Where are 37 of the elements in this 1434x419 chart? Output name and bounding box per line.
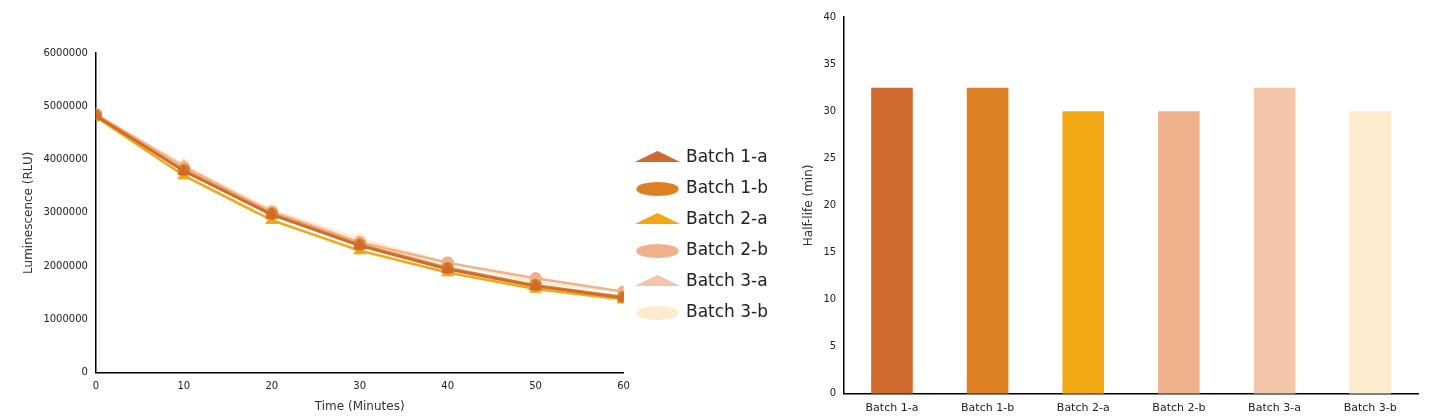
- x-tick-label: Batch 2-a: [1056, 401, 1110, 415]
- y-axis-title: Half-life (min): [801, 164, 816, 247]
- y-tick-label: 20: [823, 198, 837, 210]
- y-tick-label: 10: [823, 293, 837, 305]
- y-tick-label: 0: [81, 366, 88, 378]
- y-tick-label: 1000000: [43, 312, 88, 324]
- y-tick-label: 4000000: [43, 153, 88, 165]
- y-tick-label: 3000000: [43, 206, 88, 218]
- y-tick-label: 15: [823, 246, 837, 258]
- legend-label: Batch 3-b: [685, 301, 768, 322]
- x-tick-label: 10: [177, 380, 191, 392]
- y-tick-label: 5: [829, 340, 837, 352]
- x-tick-label: 50: [529, 380, 542, 392]
- x-tick-label: Batch 1-a: [865, 401, 919, 415]
- y-tick-label: 25: [823, 151, 837, 163]
- legend-label: Batch 1-b: [685, 177, 768, 198]
- legend-label: Batch 1-a: [685, 146, 768, 167]
- x-axis-title: Time (Minutes): [313, 398, 405, 413]
- legend-label: Batch 3-a: [685, 270, 768, 291]
- x-tick-label: 40: [441, 380, 454, 392]
- x-tick-label: Batch 3-a: [1248, 401, 1301, 415]
- x-tick-label: 20: [265, 380, 279, 392]
- legend-label: Batch 2-b: [685, 239, 768, 260]
- y-tick-label: 5000000: [43, 99, 88, 111]
- x-tick-label: 0: [92, 380, 100, 392]
- y-axis-title: Luminescence (RLU): [21, 151, 36, 274]
- y-tick-label: 2000000: [43, 259, 88, 271]
- x-tick-label: 30: [353, 380, 367, 392]
- y-tick-label: 35: [823, 57, 837, 69]
- x-tick-label: Batch 2-b: [1152, 401, 1206, 415]
- legend-label: Batch 2-a: [685, 208, 768, 229]
- y-tick-label: 30: [823, 104, 837, 116]
- x-tick-label: 60: [617, 380, 630, 392]
- y-tick-label: 40: [823, 10, 837, 22]
- x-tick-label: Batch 1-b: [961, 401, 1015, 415]
- x-tick-label: Batch 3-b: [1343, 401, 1397, 415]
- y-tick-label: 6000000: [43, 46, 88, 58]
